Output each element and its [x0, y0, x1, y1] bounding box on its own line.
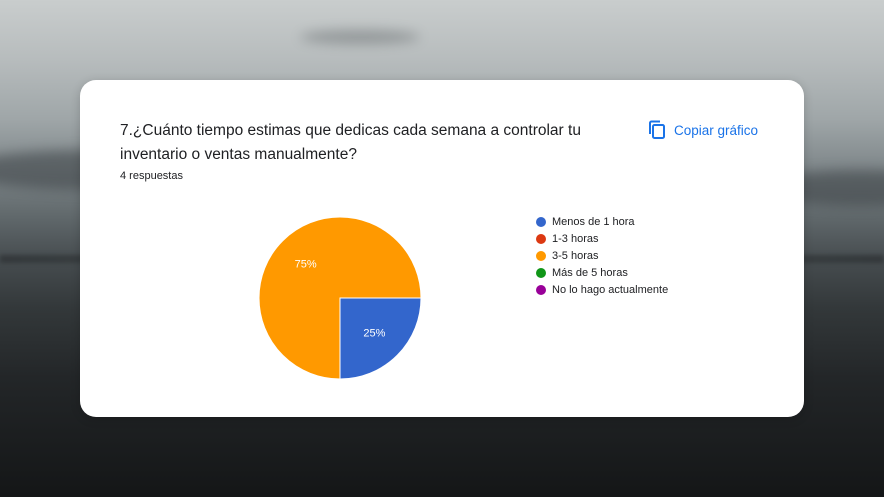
chart-legend: Menos de 1 hora 1-3 horas 3-5 horas Más de … [536, 213, 668, 298]
pie-chart: 25% 75% [258, 216, 422, 380]
legend-item: Menos de 1 hora [536, 213, 668, 230]
legend-label: No lo hago actualmente [552, 283, 669, 296]
copy-chart-button[interactable]: Copiar gráfico [648, 118, 758, 142]
legend-label: 1-3 horas [552, 232, 599, 245]
legend-item: 3-5 horas [536, 247, 668, 264]
legend-label: Más de 5 horas [552, 266, 628, 279]
pie-slice-label-2: 75% [295, 259, 317, 271]
legend-swatch [536, 250, 546, 261]
legend-swatch [536, 284, 546, 295]
legend-item: No lo hago actualmente [536, 281, 668, 298]
background-cloud [300, 30, 420, 44]
response-count: 4 respuestas [120, 170, 183, 182]
legend-swatch [536, 216, 546, 227]
legend-item: 1-3 horas [536, 230, 668, 247]
legend-label: 3-5 horas [552, 249, 599, 262]
pie-slice-0 [339, 297, 422, 380]
legend-item: Más de 5 horas [536, 264, 668, 281]
legend-swatch [536, 267, 546, 278]
copy-icon [648, 120, 666, 140]
legend-swatch [536, 233, 546, 244]
legend-label: Menos de 1 hora [552, 215, 635, 228]
pie-slice-2 [258, 216, 422, 380]
question-title: 7.¿Cuánto tiempo estimas que dedicas cad… [120, 122, 581, 163]
copy-chart-label: Copiar gráfico [674, 122, 759, 138]
pie-slice-label-0: 25% [363, 327, 385, 339]
chart-card: 7.¿Cuánto tiempo estimas que dedicas cad… [80, 80, 804, 417]
